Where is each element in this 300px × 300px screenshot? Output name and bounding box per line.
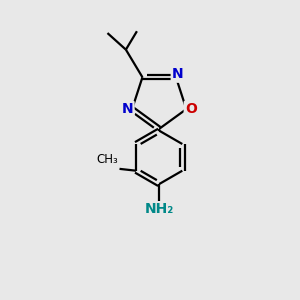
Text: CH₃: CH₃: [96, 153, 118, 166]
Text: NH₂: NH₂: [145, 202, 174, 216]
Text: N: N: [172, 68, 184, 82]
Text: O: O: [185, 102, 197, 116]
Text: N: N: [122, 102, 133, 116]
